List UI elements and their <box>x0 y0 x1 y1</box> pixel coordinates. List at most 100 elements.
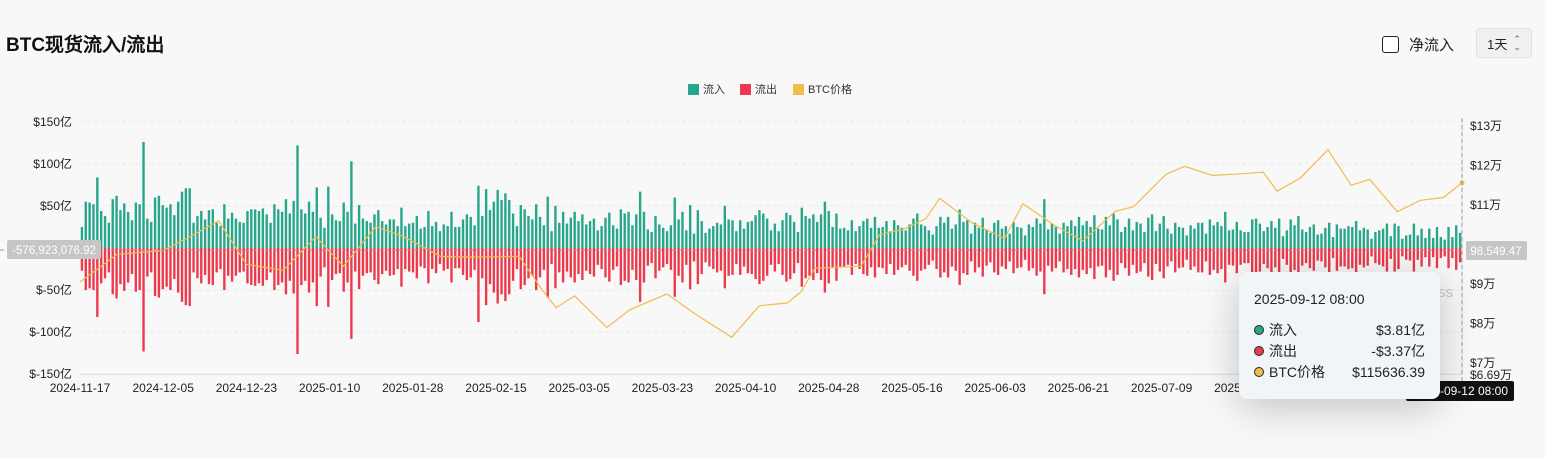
inflow-bar <box>796 232 800 248</box>
inflow-bar <box>457 226 461 248</box>
outflow-bar <box>1362 248 1366 268</box>
inflow-bar <box>993 222 996 248</box>
outflow-bar <box>1281 248 1285 259</box>
inflow-bar <box>1408 234 1412 248</box>
inflow-bar <box>111 199 114 248</box>
outflow-bar <box>1301 248 1304 266</box>
outflow-bar <box>977 248 981 268</box>
outflow-bar <box>1251 248 1254 275</box>
inflow-bar <box>912 218 915 248</box>
outflow-bar <box>1135 248 1138 274</box>
outflow-bar <box>488 248 492 285</box>
outflow-bar <box>877 248 880 268</box>
outflow-bar <box>1277 248 1281 276</box>
inflow-bar <box>858 226 861 248</box>
inflow-bar <box>361 218 365 248</box>
inflow-bar <box>750 221 753 248</box>
inflow-bar <box>877 227 880 248</box>
outflow-bar <box>1208 248 1212 275</box>
outflow-bar <box>923 248 927 270</box>
inflow-bar <box>635 214 638 248</box>
inflow-bar <box>823 201 827 248</box>
inflow-bar <box>1027 224 1031 248</box>
outflow-bar <box>1181 248 1185 268</box>
outflow-bar <box>138 248 141 291</box>
inflow-bar <box>1351 226 1354 248</box>
inflow-bar <box>692 233 696 248</box>
inflow-bar <box>531 219 534 248</box>
legend-swatch <box>740 84 751 95</box>
inflow-bar <box>654 216 657 248</box>
outflow-bar <box>700 248 703 275</box>
left-tick-label: $-50亿 <box>36 282 72 297</box>
outflow-bar <box>542 248 546 270</box>
inflow-bar <box>1193 228 1196 248</box>
watermark-text: ss <box>1438 284 1453 301</box>
inflow-bar <box>673 197 676 248</box>
outflow-bar <box>1347 248 1350 270</box>
right-value-label-bg <box>1466 241 1527 260</box>
outflow-bar <box>361 248 365 276</box>
outflow-bar <box>342 248 345 292</box>
inflow-bar <box>1366 229 1369 248</box>
inflow-bar <box>588 221 592 248</box>
inflow-bar <box>1247 232 1250 248</box>
net-inflow-checkbox[interactable] <box>1382 35 1399 53</box>
inflow-bar <box>600 226 603 248</box>
outflow-bar <box>280 248 284 283</box>
outflow-bar <box>1339 248 1342 267</box>
outflow-bar <box>253 248 257 286</box>
outflow-bar <box>1455 248 1458 270</box>
outflow-bar <box>946 248 950 278</box>
outflow-bar <box>846 248 850 265</box>
outflow-bar <box>692 248 696 262</box>
inflow-bar <box>1008 233 1011 248</box>
outflow-bar <box>1139 248 1142 272</box>
outflow-bar <box>781 248 784 275</box>
inflow-bar <box>939 216 942 248</box>
outflow-bar <box>1035 248 1038 276</box>
outflow-bar <box>1158 248 1162 272</box>
outflow-bar <box>161 248 164 290</box>
inflow-bar <box>769 230 773 248</box>
inflow-bar <box>1243 232 1246 248</box>
outflow-bar <box>446 248 449 270</box>
outflow-bar <box>858 248 861 270</box>
outflow-bar <box>1147 248 1150 277</box>
outflow-bar <box>207 248 211 285</box>
inflow-bar <box>96 177 99 248</box>
legend-swatch <box>793 84 804 95</box>
interval-select[interactable]: 1天 ⌃ ⌄ <box>1476 28 1532 58</box>
outflow-bar <box>319 248 322 277</box>
outflow-bar <box>816 248 819 274</box>
outflow-bar <box>350 248 353 339</box>
outflow-bar <box>153 248 157 296</box>
net-inflow-toggle[interactable]: 净流入 <box>1382 33 1454 55</box>
outflow-bar <box>739 248 742 275</box>
outflow-bar <box>1408 248 1412 261</box>
inflow-bar <box>746 221 750 248</box>
outflow-bar <box>134 248 138 292</box>
inflow-bar <box>365 221 368 248</box>
outflow-bar <box>1043 248 1046 295</box>
inflow-bar <box>1216 221 1219 248</box>
outflow-bar <box>881 248 884 269</box>
outflow-bar <box>465 248 469 280</box>
outflow-bar <box>419 248 422 267</box>
outflow-bar <box>1066 248 1069 270</box>
inflow-bar <box>223 204 226 248</box>
outflow-bar <box>588 248 592 275</box>
outflow-bar <box>123 248 126 291</box>
outflow-bar <box>1254 248 1258 276</box>
outflow-bar <box>1354 248 1358 274</box>
inflow-bar <box>573 211 576 248</box>
inflow-bar <box>962 221 965 248</box>
outflow-bar <box>804 248 807 279</box>
inflow-bar <box>1131 230 1135 248</box>
left-tick-label: $-150亿 <box>29 366 72 381</box>
outflow-bar <box>896 248 900 270</box>
inflow-bar <box>323 227 326 248</box>
inflow-bar <box>119 210 122 248</box>
outflow-bar <box>527 248 530 279</box>
outflow-bar <box>427 248 430 284</box>
